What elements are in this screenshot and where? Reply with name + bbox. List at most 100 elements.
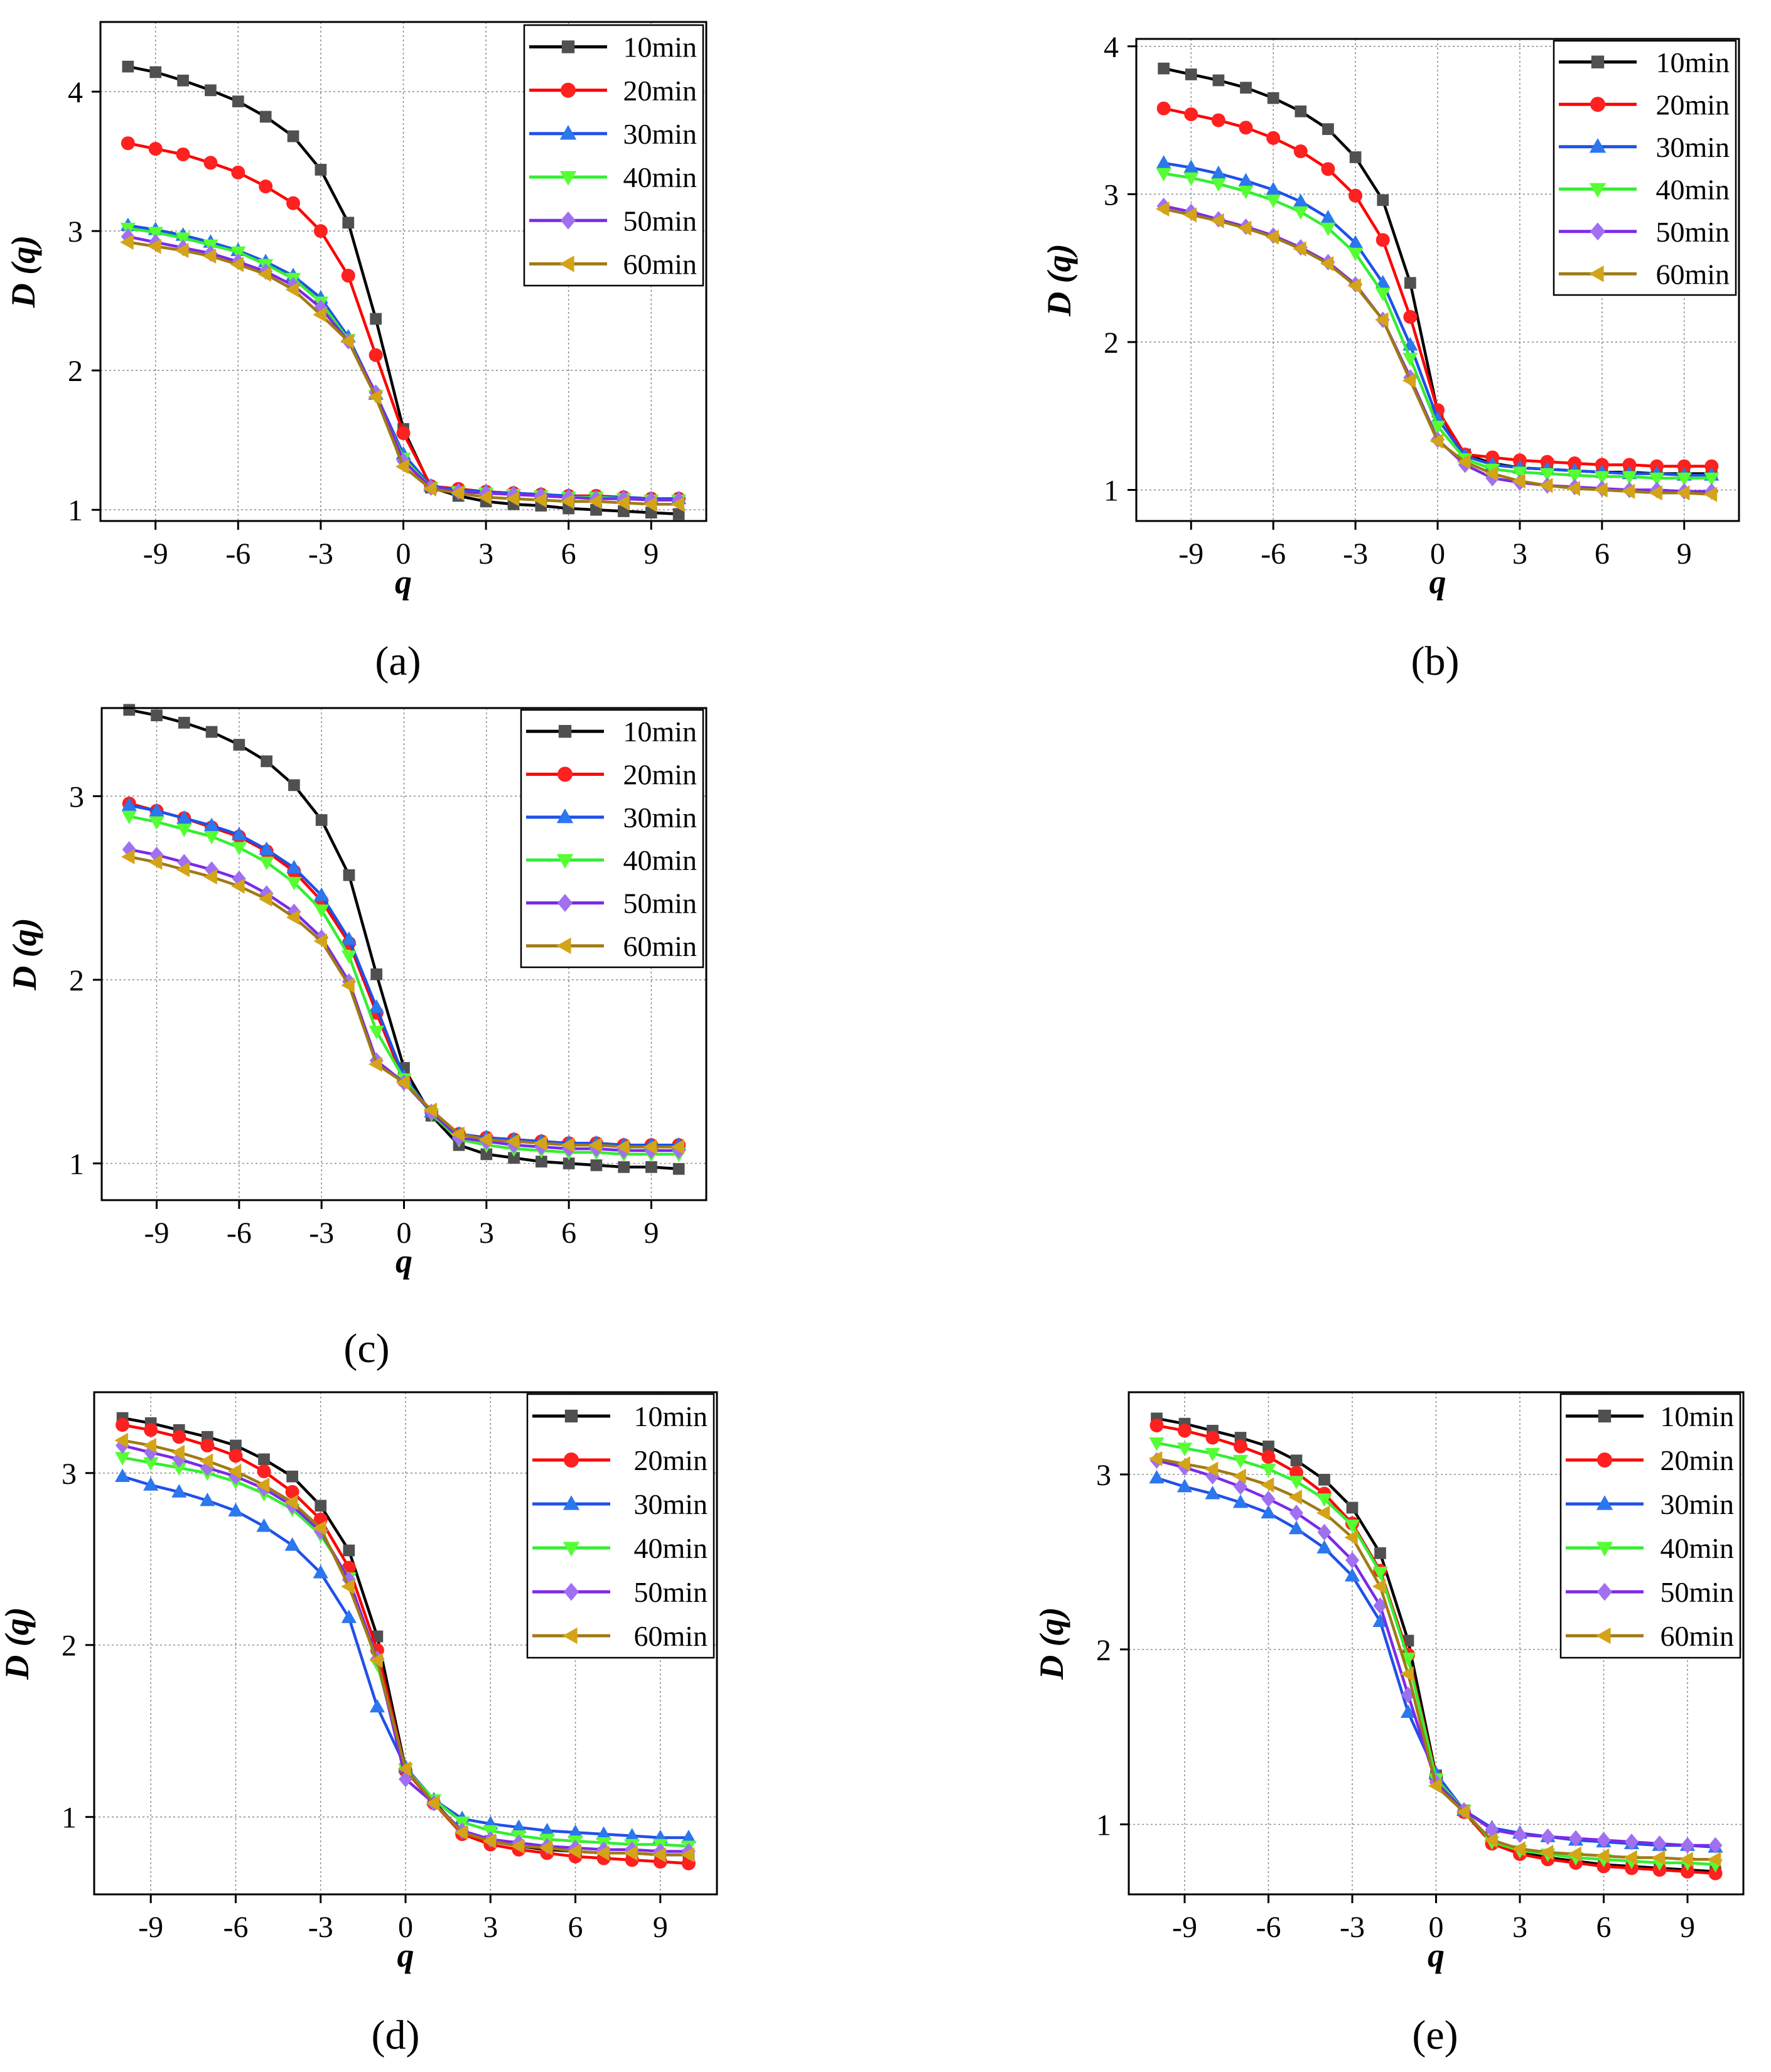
legend-marker-10min: [1598, 1409, 1612, 1423]
data-point-60min: [1372, 1579, 1386, 1594]
data-point-60min: [341, 977, 355, 993]
data-point-60min: [533, 1135, 547, 1151]
legend-label-10min: 10min: [633, 1400, 708, 1432]
data-point-10min: [343, 869, 355, 881]
data-point-20min: [1178, 1424, 1192, 1438]
data-point-30min: [1400, 1704, 1416, 1718]
data-point-20min: [313, 224, 328, 239]
legend-label-60min: 60min: [1655, 258, 1730, 290]
data-point-10min: [1377, 194, 1389, 207]
data-point-60min: [451, 1126, 465, 1142]
legend-label-30min: 30min: [1655, 131, 1730, 163]
x-tick-label: 0: [1430, 537, 1445, 571]
y-axis-label: D (q): [1040, 244, 1078, 316]
x-tick-label: 6: [1596, 1911, 1612, 1944]
data-point-10min: [1158, 62, 1170, 75]
data-point-10min: [672, 508, 685, 520]
data-point-40min: [1649, 472, 1665, 486]
x-tick-label: 9: [1680, 1911, 1695, 1944]
data-point-30min: [369, 1699, 385, 1713]
y-axis-label: D (q): [6, 918, 43, 990]
data-point-30min: [1156, 155, 1171, 169]
data-point-20min: [144, 1423, 158, 1437]
data-point-20min: [1266, 131, 1281, 145]
data-point-20min: [148, 142, 163, 156]
legend-marker-30min: [563, 1495, 580, 1510]
legend-marker-60min: [556, 937, 571, 955]
legend-label-30min: 30min: [633, 1488, 708, 1520]
data-point-60min: [643, 1139, 657, 1155]
data-point-40min: [1622, 471, 1637, 485]
x-tick-label: -3: [1340, 1911, 1365, 1944]
data-point-60min: [423, 481, 437, 497]
data-point-60min: [681, 1847, 694, 1863]
series-60min: [121, 849, 685, 1155]
data-point-60min: [148, 239, 161, 254]
data-point-60min: [670, 1139, 685, 1155]
data-point-60min: [670, 497, 684, 512]
data-point-60min: [423, 1102, 438, 1118]
data-point-30min: [121, 797, 137, 811]
data-point-40min: [1205, 1447, 1220, 1462]
data-point-40min: [1372, 1567, 1388, 1581]
x-tick-label: 0: [398, 1911, 413, 1944]
data-point-60min: [478, 490, 492, 505]
x-tick-label: 3: [1512, 537, 1527, 571]
data-point-30min: [256, 1518, 272, 1532]
data-point-10min: [259, 110, 272, 123]
series-10min: [123, 704, 685, 1175]
data-point-30min: [231, 827, 247, 840]
data-point-40min: [1261, 1463, 1276, 1478]
data-point-60min: [230, 257, 244, 272]
data-point-60min: [1428, 1778, 1442, 1794]
x-tick-label: 3: [479, 1216, 494, 1250]
legend: 10min 20min 30min 40min 50min 60min: [523, 24, 704, 287]
data-point-40min: [230, 246, 246, 260]
data-point-60min: [284, 1495, 298, 1510]
legend-marker-60min: [559, 255, 574, 272]
data-point-40min: [176, 824, 192, 837]
data-point-60min: [1288, 1490, 1302, 1505]
data-point-10min: [122, 60, 134, 73]
x-tick-label: -9: [144, 1216, 170, 1250]
x-tick-label: 0: [1429, 1911, 1444, 1944]
y-tick-label: 2: [68, 355, 83, 388]
legend-label-10min: 10min: [1655, 46, 1730, 78]
data-point-30min: [314, 887, 330, 901]
data-point-30min: [1372, 1613, 1388, 1627]
data-point-10min: [149, 66, 162, 78]
x-tick-label: -6: [225, 537, 250, 571]
legend-marker-20min: [557, 766, 573, 782]
data-point-60min: [171, 1444, 185, 1460]
legend-marker-50min: [561, 211, 576, 230]
legend-label-60min: 60min: [623, 930, 697, 962]
data-point-20min: [1205, 1431, 1220, 1445]
data-point-60min: [1210, 213, 1224, 228]
x-tick-label: 9: [643, 537, 659, 571]
legend-label-50min: 50min: [633, 1576, 708, 1608]
data-point-20min: [259, 180, 273, 194]
data-point-50min: [1345, 1552, 1359, 1569]
data-point-30min: [228, 1503, 244, 1516]
data-point-60min: [1539, 478, 1553, 493]
data-point-60min: [397, 1761, 411, 1777]
data-point-60min: [286, 910, 300, 925]
data-point-60min: [1595, 1848, 1610, 1864]
data-point-60min: [1456, 454, 1471, 470]
data-point-50min: [1681, 1837, 1694, 1854]
data-point-10min: [178, 717, 190, 729]
data-point-10min: [286, 1470, 298, 1483]
data-point-10min: [230, 1439, 242, 1452]
data-point-30min: [176, 810, 192, 824]
data-point-30min: [1149, 1469, 1165, 1484]
data-point-30min: [1205, 1486, 1220, 1500]
legend-marker-20min: [561, 82, 576, 98]
data-point-60min: [231, 878, 245, 894]
data-point-20min: [1149, 1418, 1164, 1432]
data-point-60min: [1623, 1850, 1637, 1865]
data-point-60min: [1183, 207, 1197, 223]
data-point-60min: [1651, 1850, 1666, 1865]
